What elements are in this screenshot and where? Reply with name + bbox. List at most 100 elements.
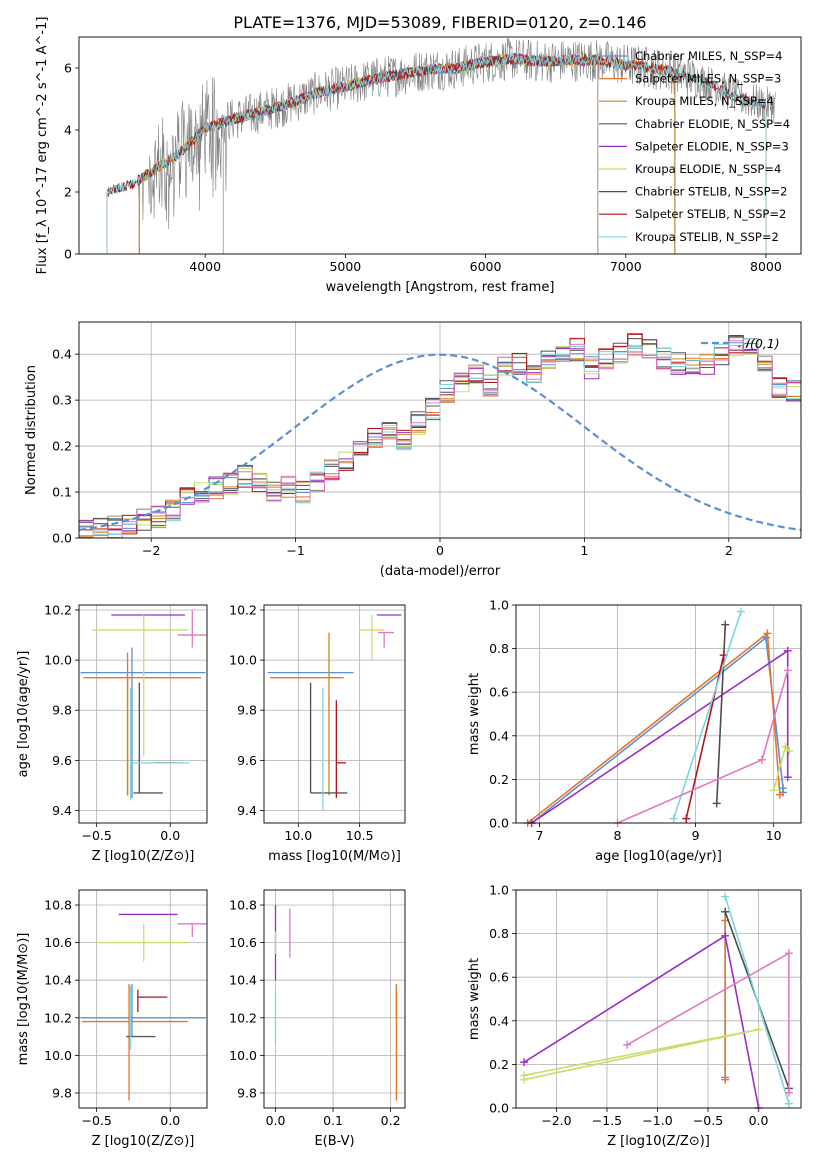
y-tick-label: 10.0 bbox=[44, 653, 72, 668]
y-tick-label: 0.2 bbox=[489, 772, 509, 787]
x-tick-label: −0.5 bbox=[81, 828, 111, 843]
y-tick-label: 0.1 bbox=[52, 485, 72, 500]
axes-frame bbox=[78, 889, 208, 1109]
x-tick-label: 0.0 bbox=[160, 1113, 180, 1128]
chart-age_vs_mass: 10.0 10.5 9.4 9.6 9.8 10.0 10.2 mass [log10(M/M… bbox=[229, 603, 406, 864]
x-tick-label: 0 bbox=[436, 543, 444, 558]
y-tick-label: 10.2 bbox=[44, 603, 72, 618]
y-tick-label: 0.8 bbox=[489, 926, 509, 941]
errorbar-point-9 bbox=[378, 631, 394, 648]
y-tick-label: 9.8 bbox=[52, 703, 72, 718]
y-tick-label: 9.8 bbox=[52, 1085, 72, 1100]
y-tick-label: 10.8 bbox=[229, 898, 257, 913]
y-axis-label: mass weight bbox=[467, 958, 482, 1040]
y-tick-label: 0.2 bbox=[52, 439, 72, 454]
chart-residuals: −2 −1 0 1 2 0.0 0.1 0.2 0.3 0.4 𝒩(0,1) (data-model)… bbox=[24, 321, 802, 579]
plot-area bbox=[520, 892, 793, 1112]
y-tick-label: 10.6 bbox=[44, 935, 72, 950]
errorbar-point-7 bbox=[335, 700, 347, 798]
y-tick-label: 0.4 bbox=[52, 347, 72, 362]
x-tick-label: −2 bbox=[142, 543, 160, 558]
y-tick-label: 0.0 bbox=[489, 1101, 509, 1116]
chart-weight_vs_Z: −2.0 −1.5 −1.0 −0.5 0.0 0.0 0.2 0.4 0.6 0.8 1.0 Z [… bbox=[467, 883, 802, 1149]
y-tick-label: 0 bbox=[64, 247, 72, 262]
chart-spectrum: 4000 5000 6000 7000 8000 0 2 4 6 Chabrier MILES, … bbox=[35, 17, 802, 295]
y-tick-label: 0.4 bbox=[489, 728, 509, 743]
x-tick-label: 0.0 bbox=[266, 1113, 286, 1128]
y-tick-label: 9.4 bbox=[237, 803, 257, 818]
x-tick-label: 1 bbox=[580, 543, 588, 558]
x-tick-label: −1.5 bbox=[592, 1113, 622, 1128]
x-tick-label: 8 bbox=[614, 828, 622, 843]
axes-frame bbox=[263, 604, 406, 824]
errorbar-point-9 bbox=[177, 923, 207, 937]
x-axis-label: age [log10(age/yr)] bbox=[595, 849, 722, 864]
x-tick-label: 10.0 bbox=[284, 828, 312, 843]
errorbar-point-1 bbox=[81, 983, 188, 1101]
legend-label: Chabrier MILES, N_SSP=4 bbox=[635, 49, 782, 63]
y-tick-label: 4 bbox=[64, 123, 72, 138]
y-tick-label: 9.8 bbox=[237, 1085, 257, 1100]
x-tick-label: −0.5 bbox=[81, 1113, 111, 1128]
weight-line-6 bbox=[672, 611, 742, 819]
legend-label: Chabrier ELODIE, N_SSP=4 bbox=[635, 117, 790, 131]
x-tick-label: 10.5 bbox=[346, 828, 374, 843]
y-axis-label: Normed distribution bbox=[24, 365, 39, 495]
errorbar-point-0 bbox=[80, 983, 206, 1037]
axes-frame bbox=[78, 604, 208, 824]
y-tick-label: 0.6 bbox=[489, 685, 509, 700]
panels: 4000 5000 6000 7000 8000 0 2 4 6 Chabrier MILES, … bbox=[16, 17, 802, 1149]
legend-label: Salpeter ELODIE, N_SSP=3 bbox=[635, 139, 789, 153]
x-axis-label: Z [log10(Z/Z⊙)] bbox=[92, 849, 195, 864]
axes-frame bbox=[78, 36, 802, 255]
y-tick-label: 10.4 bbox=[44, 973, 72, 988]
errorbar-point-5 bbox=[359, 615, 385, 661]
legend-label: Salpeter MILES, N_SSP=3 bbox=[635, 72, 781, 86]
y-tick-label: 2 bbox=[64, 185, 72, 200]
x-tick-label: 0.0 bbox=[749, 1113, 769, 1128]
y-tick-label: 10.0 bbox=[229, 1048, 257, 1063]
errorbar-point-0 bbox=[80, 647, 206, 798]
x-tick-label: 5000 bbox=[329, 259, 361, 274]
y-tick-label: 10.4 bbox=[229, 973, 257, 988]
errorbar-point-5 bbox=[96, 923, 188, 962]
y-tick-label: 9.8 bbox=[237, 703, 257, 718]
model-line-7 bbox=[106, 52, 766, 198]
errorbar-point-7 bbox=[137, 989, 168, 1013]
legend-label: 𝒩(0,1) bbox=[738, 336, 780, 351]
x-axis-label: Z [log10(Z/Z⊙)] bbox=[92, 1134, 195, 1149]
x-axis-label: Z [log10(Z/Z⊙)] bbox=[607, 1134, 710, 1149]
chart-age_vs_Z: −0.5 0.0 9.4 9.6 9.8 10.0 10.2 Z [log10(Z/Z⊙)] a… bbox=[16, 603, 208, 864]
chart-mass_vs_Z: −0.5 0.0 9.8 10.0 10.2 10.4 10.6 10.8 Z [log10(Z… bbox=[16, 889, 208, 1149]
model-line-8 bbox=[106, 52, 766, 197]
y-tick-label: 10.0 bbox=[44, 1048, 72, 1063]
x-tick-label: 6000 bbox=[470, 259, 502, 274]
x-axis-label: mass [log10(M/M⊙)] bbox=[268, 849, 401, 864]
plot-area bbox=[80, 913, 207, 1101]
plot-area bbox=[80, 610, 207, 801]
x-tick-label: 7000 bbox=[610, 259, 642, 274]
errorbar-point-8 bbox=[129, 687, 190, 801]
chart-mass_vs_EBV: 0.0 0.1 0.2 9.8 10.0 10.2 10.4 10.6 10.8 E(B-V) bbox=[229, 889, 406, 1149]
y-axis-label: age [log10(age/yr)] bbox=[16, 651, 31, 778]
x-tick-label: 0.1 bbox=[323, 1113, 343, 1128]
y-tick-label: 10.2 bbox=[229, 1010, 257, 1025]
x-axis-label: (data-model)/error bbox=[380, 564, 501, 579]
x-axis-label: wavelength [Angstrom, rest frame] bbox=[326, 280, 555, 295]
x-tick-label: 0.2 bbox=[381, 1113, 401, 1128]
y-axis-label: mass weight bbox=[467, 673, 482, 755]
legend-label: Salpeter STELIB, N_SSP=2 bbox=[635, 207, 786, 221]
x-tick-label: −1.0 bbox=[642, 1113, 672, 1128]
y-tick-label: 10.2 bbox=[44, 1010, 72, 1025]
chart-weight_vs_age: 7 8 9 10 0.0 0.2 0.4 0.6 0.8 1.0 age [log10(age/yr… bbox=[467, 598, 802, 864]
normal-reference-curve bbox=[79, 353, 801, 531]
y-tick-label: 10.6 bbox=[229, 935, 257, 950]
y-tick-label: 9.6 bbox=[52, 753, 72, 768]
plot-area bbox=[523, 607, 794, 827]
errorbar-point-9 bbox=[177, 610, 207, 648]
y-tick-label: 1.0 bbox=[489, 883, 509, 898]
x-tick-label: 9 bbox=[692, 828, 700, 843]
y-tick-label: 0.0 bbox=[489, 816, 509, 831]
legend-label: Kroupa ELODIE, N_SSP=4 bbox=[635, 162, 781, 176]
y-tick-label: 0.6 bbox=[489, 970, 509, 985]
